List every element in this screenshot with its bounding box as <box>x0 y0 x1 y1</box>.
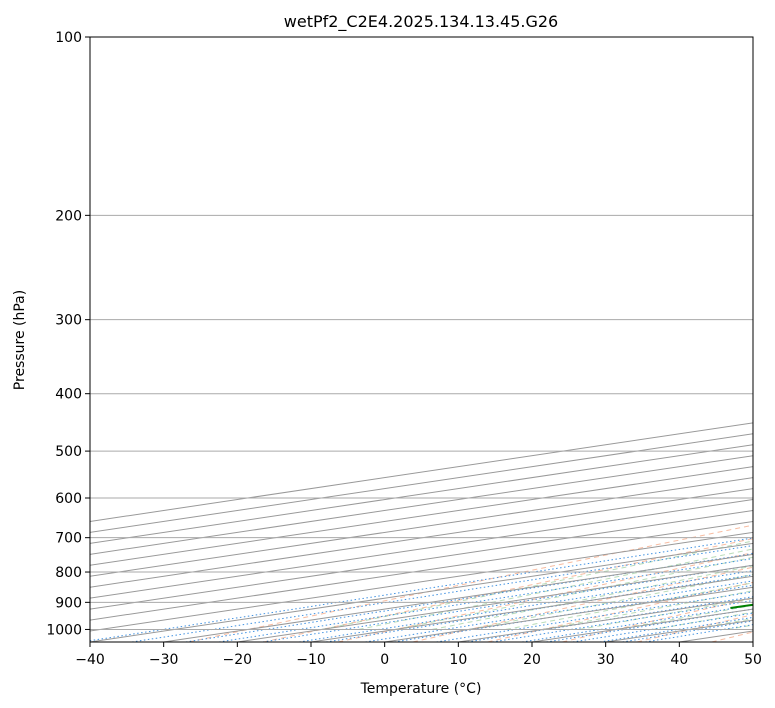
plot-frame <box>89 36 754 643</box>
isotherm <box>90 531 753 632</box>
mixing-ratio-line <box>572 612 753 642</box>
x-tick-label: −40 <box>75 652 105 668</box>
isotherm <box>90 488 753 588</box>
moist-adiabat <box>321 540 753 630</box>
y-tick-label: 700 <box>55 531 82 547</box>
y-tick-label: 500 <box>55 444 82 460</box>
grid-lines <box>90 37 753 642</box>
x-tick-label: 40 <box>670 652 688 668</box>
dry-adiabat <box>487 581 753 642</box>
isotherm <box>90 444 753 544</box>
mixing-ratio-line <box>492 600 753 642</box>
background-lines <box>90 524 753 642</box>
y-tick-label: 300 <box>55 313 82 329</box>
x-axis-ticks: −40 −30 −20 −10 0 10 20 30 40 50 <box>75 642 762 668</box>
x-tick-label: −20 <box>223 652 253 668</box>
x-tick-label: 50 <box>744 652 762 668</box>
mixing-ratio-line <box>90 537 753 642</box>
y-tick-label: 1000 <box>46 622 82 638</box>
dry-adiabat <box>263 538 753 642</box>
moist-adiabat <box>505 582 753 630</box>
isotherm <box>90 477 753 577</box>
y-tick-label: 600 <box>55 491 82 507</box>
x-tick-label: 0 <box>380 652 389 668</box>
mixing-ratio-line <box>522 604 753 642</box>
moist-adiabat <box>358 548 753 630</box>
y-tick-label: 100 <box>55 30 82 46</box>
mixing-ratio-line <box>185 553 753 642</box>
isotherm <box>90 520 753 621</box>
y-axis-label: Pressure (hPa) <box>12 290 28 390</box>
x-tick-label: 20 <box>523 652 541 668</box>
y-tick-label: 800 <box>55 565 82 581</box>
x-tick-label: −30 <box>149 652 179 668</box>
x-tick-label: 10 <box>449 652 467 668</box>
y-axis-ticks: 100 200 300 400 500 600 700 800 900 1000 <box>46 30 90 638</box>
x-tick-label: −10 <box>296 652 326 668</box>
isotherm <box>90 499 753 599</box>
chart-title: wetPf2_C2E4.2025.134.13.45.G26 <box>284 12 558 32</box>
mixing-ratio-line <box>218 558 753 642</box>
isotherm <box>90 466 753 566</box>
moist-adiabat <box>469 573 753 630</box>
mixing-ratio-line <box>599 616 753 642</box>
y-tick-label: 400 <box>55 387 82 403</box>
x-axis-label: Temperature (°C) <box>360 681 482 697</box>
x-tick-label: 30 <box>597 652 615 668</box>
y-tick-label: 200 <box>55 208 82 224</box>
y-tick-label: 900 <box>55 595 82 611</box>
mixing-ratio-line <box>131 545 753 642</box>
isotherm <box>90 509 753 610</box>
isotherm <box>90 455 753 555</box>
